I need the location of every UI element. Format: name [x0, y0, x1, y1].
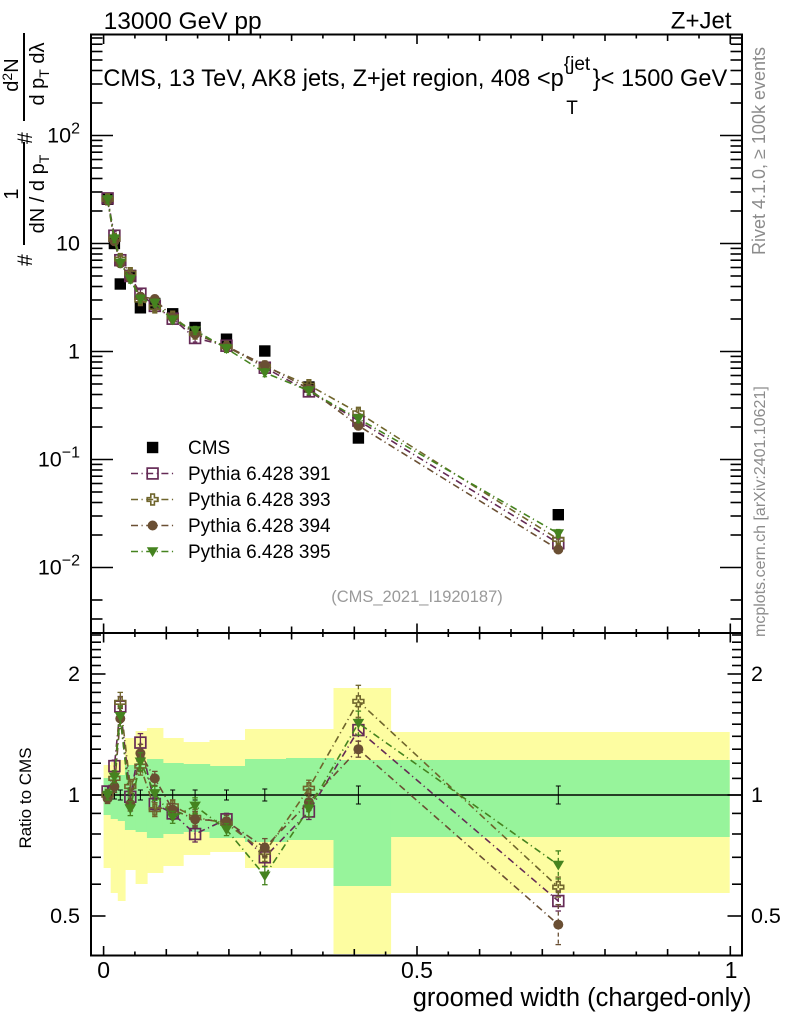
svg-text:0: 0: [97, 957, 110, 983]
svg-text:0.5: 0.5: [401, 957, 433, 983]
svg-text:mcplots.cern.ch [arXiv:2401.10: mcplots.cern.ch [arXiv:2401.10621]: [752, 386, 769, 637]
svg-text:13000 GeV pp: 13000 GeV pp: [104, 8, 262, 35]
svg-text:groomed width (charged-only): groomed width (charged-only): [413, 984, 752, 1012]
svg-text:2: 2: [751, 662, 763, 686]
svg-text:(CMS_2021_I1920187): (CMS_2021_I1920187): [331, 588, 503, 606]
svg-text:#: #: [14, 132, 37, 144]
svg-text:10: 10: [56, 232, 80, 256]
svg-text:1: 1: [68, 340, 80, 364]
svg-text:#: #: [14, 254, 37, 266]
svg-text:Pythia 6.428 394: Pythia 6.428 394: [188, 516, 331, 537]
svg-text:1: 1: [751, 783, 763, 807]
svg-text:Ratio to CMS: Ratio to CMS: [16, 747, 35, 848]
svg-text:1: 1: [725, 957, 738, 983]
svg-text:0.5: 0.5: [751, 904, 781, 928]
svg-text:1: 1: [68, 783, 80, 807]
svg-text:0.5: 0.5: [50, 904, 80, 928]
svg-text:CMS: CMS: [188, 438, 230, 459]
svg-text:d2N: d2N: [0, 58, 23, 91]
svg-text:Z+Jet: Z+Jet: [671, 8, 732, 35]
svg-text:Pythia 6.428 395: Pythia 6.428 395: [188, 542, 331, 563]
svg-text:Pythia 6.428 391: Pythia 6.428 391: [188, 464, 331, 485]
svg-text:dN / d pT: dN / d pT: [27, 154, 52, 233]
svg-text:1: 1: [1, 188, 23, 199]
svg-text:2: 2: [68, 662, 80, 686]
svg-text:Pythia 6.428 393: Pythia 6.428 393: [188, 490, 331, 511]
svg-text:Rivet 4.1.0, ≥ 100k events: Rivet 4.1.0, ≥ 100k events: [749, 47, 769, 255]
svg-text:10−2: 10−2: [38, 553, 80, 580]
